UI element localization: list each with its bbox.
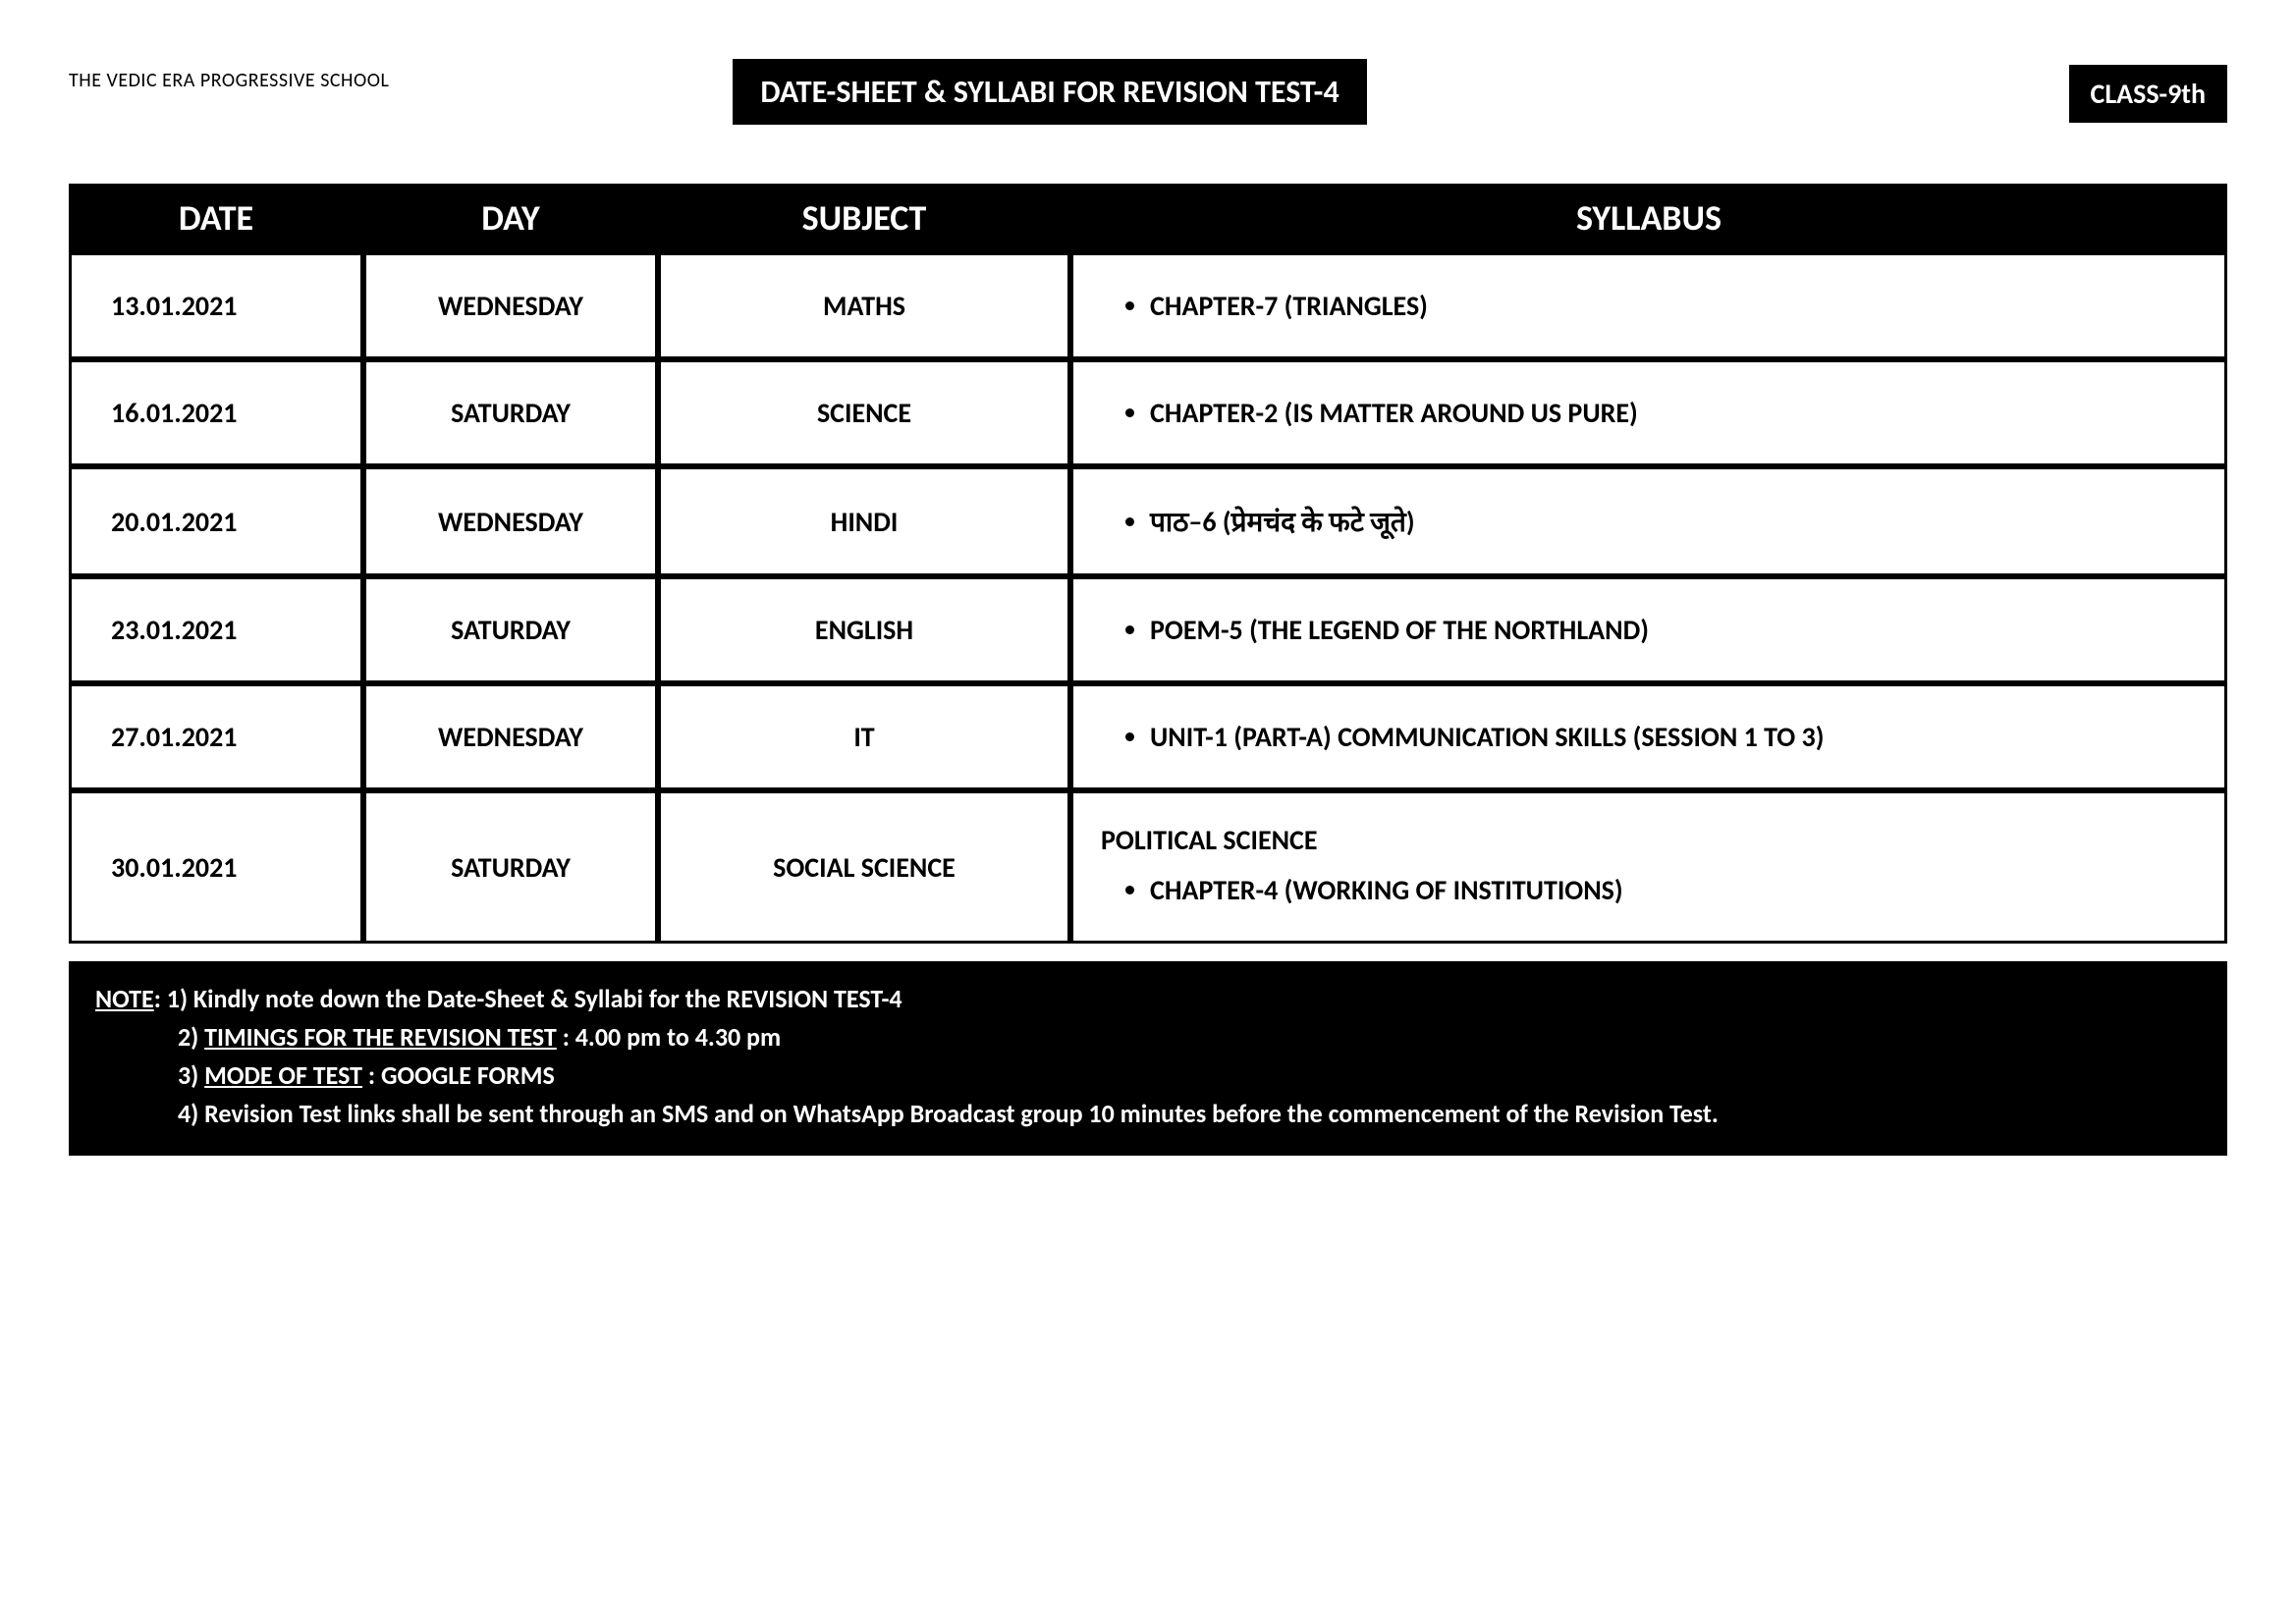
note-line-2: 2) TIMINGS FOR THE REVISION TEST : 4.00 … xyxy=(178,1018,2201,1056)
syllabus-item: पाठ–6 (प्रेमचंद के फटे जूते) xyxy=(1150,499,2207,544)
note-text-1: 1) Kindly note down the Date-Sheet & Syl… xyxy=(167,983,902,1014)
class-badge: CLASS-9th xyxy=(2069,65,2227,123)
cell-subject: SOCIAL SCIENCE xyxy=(658,790,1070,944)
note-box: NOTE: 1) Kindly note down the Date-Sheet… xyxy=(69,961,2227,1156)
syllabus-list: POEM-5 (THE LEGEND OF THE NORTHLAND) xyxy=(1150,609,2207,651)
syllabus-item: CHAPTER-4 (WORKING OF INSTITUTIONS) xyxy=(1150,869,2207,911)
cell-day: WEDNESDAY xyxy=(363,252,658,359)
school-name: THE VEDIC ERA PROGRESSIVE SCHOOL xyxy=(69,69,389,92)
syllabus-list: UNIT-1 (PART-A) COMMUNICATION SKILLS (SE… xyxy=(1150,716,2207,758)
table-row: 27.01.2021WEDNESDAYIT UNIT-1 (PART-A) COM… xyxy=(69,683,2227,790)
cell-day: SATURDAY xyxy=(363,359,658,466)
cell-date: 13.01.2021 xyxy=(69,252,363,359)
cell-subject: IT xyxy=(658,683,1070,790)
syllabus-item: UNIT-1 (PART-A) COMMUNICATION SKILLS (SE… xyxy=(1150,716,2207,758)
cell-date: 30.01.2021 xyxy=(69,790,363,944)
datesheet-table: DATE DAY SUBJECT SYLLABUS 13.01.2021WEDN… xyxy=(69,184,2227,944)
page-title: DATE-SHEET & SYLLABI FOR REVISION TEST-4 xyxy=(733,59,1366,125)
cell-day: WEDNESDAY xyxy=(363,466,658,576)
note-line-3: 3) MODE OF TEST : GOOGLE FORMS xyxy=(178,1056,2201,1095)
cell-syllabus: CHAPTER-2 (IS MATTER AROUND US PURE) xyxy=(1070,359,2227,466)
cell-date: 16.01.2021 xyxy=(69,359,363,466)
cell-subject: SCIENCE xyxy=(658,359,1070,466)
table-row: 30.01.2021SATURDAYSOCIAL SCIENCEPOLITICA… xyxy=(69,790,2227,944)
cell-day: SATURDAY xyxy=(363,790,658,944)
col-header-subject: SUBJECT xyxy=(658,184,1070,252)
cell-day: SATURDAY xyxy=(363,576,658,683)
syllabus-list: पाठ–6 (प्रेमचंद के फटे जूते) xyxy=(1150,499,2207,544)
syllabus-item: POEM-5 (THE LEGEND OF THE NORTHLAND) xyxy=(1150,609,2207,651)
syllabus-item: CHAPTER-7 (TRIANGLES) xyxy=(1150,285,2207,327)
cell-date: 23.01.2021 xyxy=(69,576,363,683)
table-row: 23.01.2021SATURDAYENGLISH POEM-5 (THE LEG… xyxy=(69,576,2227,683)
cell-syllabus: पाठ–6 (प्रेमचंद के फटे जूते) xyxy=(1070,466,2227,576)
cell-subject: HINDI xyxy=(658,466,1070,576)
table-row: 20.01.2021WEDNESDAYHINDI पाठ–6 (प्रेमचंद … xyxy=(69,466,2227,576)
note-label: NOTE xyxy=(95,983,154,1014)
table-header-row: DATE DAY SUBJECT SYLLABUS xyxy=(69,184,2227,252)
col-header-date: DATE xyxy=(69,184,363,252)
syllabus-list: CHAPTER-2 (IS MATTER AROUND US PURE) xyxy=(1150,392,2207,434)
header-row: THE VEDIC ERA PROGRESSIVE SCHOOL DATE-SH… xyxy=(69,59,2227,125)
syllabus-list: CHAPTER-4 (WORKING OF INSTITUTIONS) xyxy=(1150,869,2207,911)
cell-date: 27.01.2021 xyxy=(69,683,363,790)
cell-date: 20.01.2021 xyxy=(69,466,363,576)
cell-syllabus: POLITICAL SCIENCE CHAPTER-4 (WORKING OF I… xyxy=(1070,790,2227,944)
note-line-4: 4) Revision Test links shall be sent thr… xyxy=(178,1095,2201,1133)
table-row: 13.01.2021WEDNESDAYMATHS CHAPTER-7 (TRIAN… xyxy=(69,252,2227,359)
cell-subject: MATHS xyxy=(658,252,1070,359)
col-header-syllabus: SYLLABUS xyxy=(1070,184,2227,252)
col-header-day: DAY xyxy=(363,184,658,252)
table-row: 16.01.2021SATURDAYSCIENCE CHAPTER-2 (IS M… xyxy=(69,359,2227,466)
cell-subject: ENGLISH xyxy=(658,576,1070,683)
syllabus-heading: POLITICAL SCIENCE xyxy=(1101,823,2207,857)
note-line-1: NOTE: 1) Kindly note down the Date-Sheet… xyxy=(95,980,2201,1018)
syllabus-item: CHAPTER-2 (IS MATTER AROUND US PURE) xyxy=(1150,392,2207,434)
cell-syllabus: UNIT-1 (PART-A) COMMUNICATION SKILLS (SE… xyxy=(1070,683,2227,790)
cell-syllabus: CHAPTER-7 (TRIANGLES) xyxy=(1070,252,2227,359)
cell-day: WEDNESDAY xyxy=(363,683,658,790)
syllabus-list: CHAPTER-7 (TRIANGLES) xyxy=(1150,285,2207,327)
cell-syllabus: POEM-5 (THE LEGEND OF THE NORTHLAND) xyxy=(1070,576,2227,683)
